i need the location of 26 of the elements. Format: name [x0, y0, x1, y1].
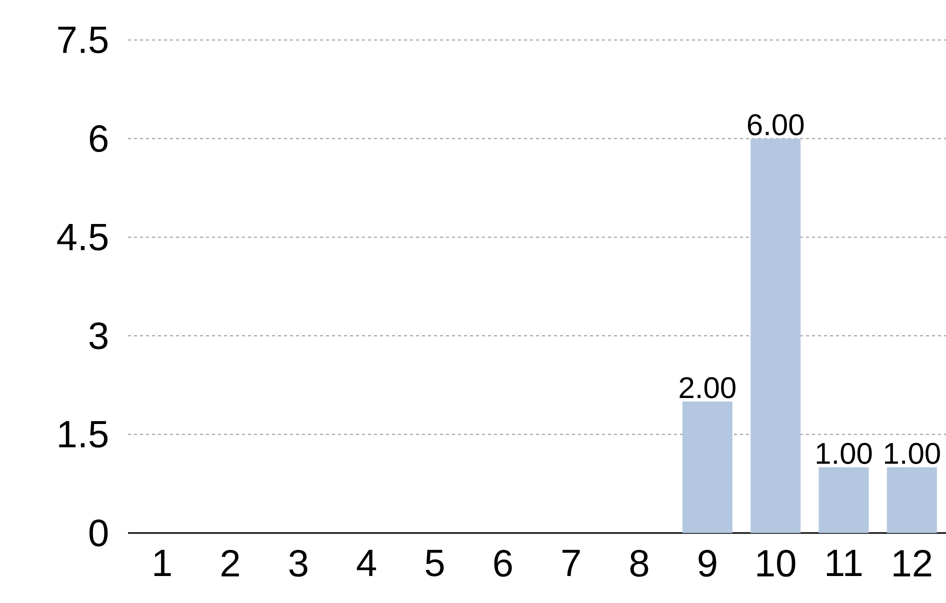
- y-tick-label: 0: [89, 520, 108, 546]
- data-label: 6.00: [748, 114, 804, 136]
- x-tick-label: 9: [698, 550, 716, 577]
- y-tick-label: 1.5: [59, 421, 108, 448]
- data-label: 1.00: [816, 442, 872, 464]
- y-tick-label: 7.5: [58, 26, 108, 54]
- x-tick-label: 7: [562, 550, 580, 576]
- y-tick-label: 3: [89, 322, 108, 350]
- x-tick-label: 4: [356, 550, 376, 576]
- y-tick-label: 6: [90, 125, 108, 152]
- bar: [818, 467, 869, 533]
- bar: [750, 138, 801, 533]
- x-tick-label: 11: [826, 550, 862, 576]
- x-tick-label: 10: [757, 550, 796, 577]
- bar: [886, 467, 937, 533]
- x-tick-label: 5: [426, 550, 444, 576]
- bar: [682, 402, 732, 533]
- x-tick-label: 8: [630, 550, 648, 577]
- x-tick-label: 3: [289, 550, 308, 577]
- y-tick-label: 4.5: [57, 224, 108, 250]
- x-tick-label: 12: [894, 550, 932, 576]
- data-label: 2.00: [680, 377, 736, 398]
- x-tick-label: 2: [222, 550, 239, 576]
- data-label: 1.00: [885, 442, 940, 464]
- x-tick-label: 6: [494, 550, 512, 577]
- x-tick-label: 1: [154, 550, 171, 576]
